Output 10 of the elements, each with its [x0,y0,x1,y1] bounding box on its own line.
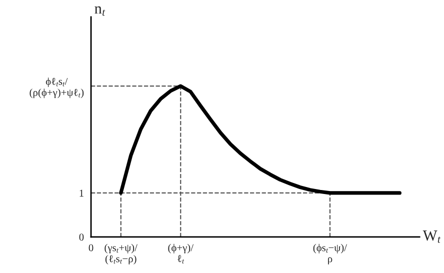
x-tick-label: (γs$_{t}$+ψ)/ (ℓ$_{t}$s$_{t}$−ρ) [104,244,138,264]
x-tick-label: (ϕs$_{t}$−ψ)/ ρ [313,244,347,264]
y-tick-label: ϕℓ$_{t}$s$_{t}$/ (ρ(ϕ+γ)+ψℓ$_{t}$) [30,78,84,98]
y-tick-label: 0 [79,234,84,241]
y-tick-label: 1 [80,190,84,197]
x-tick-label: (ϕ+γ)/ ℓ$_{t}$ [168,244,194,264]
y-axis-title: n$_{t}$ [94,6,106,16]
x-axis-title: W$_{t}$ [422,230,441,243]
line-series [119,84,402,195]
x-tick-label: 0 [88,244,94,252]
